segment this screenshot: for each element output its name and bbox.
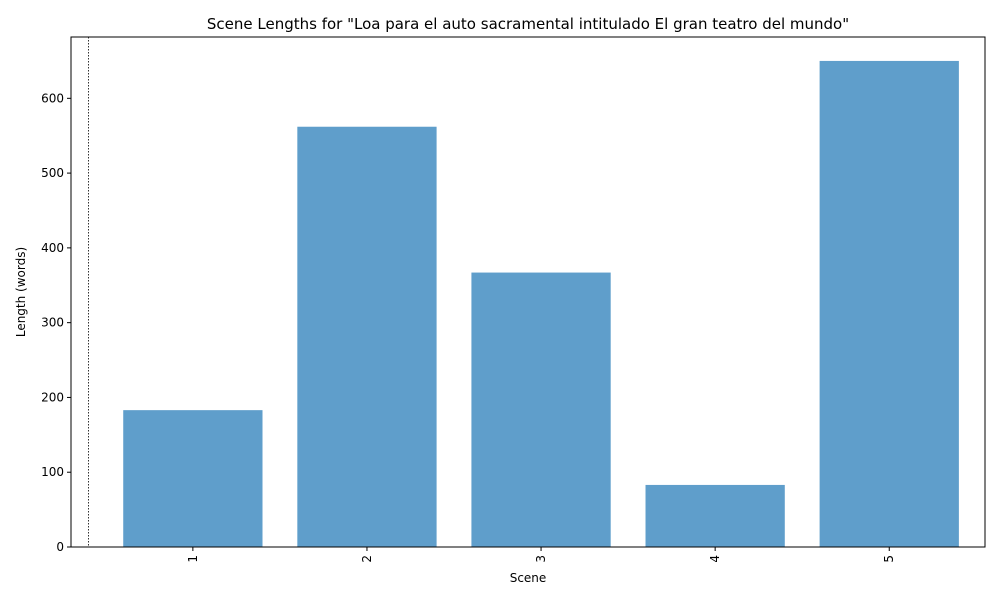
- plot-area: 0 100 200 300 400 500 600 1 2 3 4 5: [41, 37, 959, 563]
- y-tick-label: 100: [41, 465, 64, 479]
- x-tick-label: 5: [882, 555, 896, 563]
- y-tick-label: 300: [41, 316, 64, 330]
- y-tick-label: 600: [41, 91, 64, 105]
- x-tick-label: 4: [708, 555, 722, 563]
- x-tick-label: 1: [186, 555, 200, 563]
- bar-scene-1: [123, 410, 263, 547]
- chart-title: Scene Lengths for "Loa para el auto sacr…: [207, 15, 849, 33]
- plot-frame: [70, 36, 986, 548]
- y-tick-label: 200: [41, 390, 64, 404]
- bar-scene-2: [297, 126, 437, 547]
- y-tick-label: 0: [56, 540, 64, 554]
- y-axis-label: Length (words): [14, 247, 28, 337]
- bar-scene-4: [645, 484, 785, 547]
- x-axis-label: Scene: [510, 571, 547, 585]
- x-tick-label: 3: [534, 555, 548, 563]
- bar-scene-3: [471, 272, 611, 547]
- bar-scene-5: [819, 60, 959, 547]
- x-tick-label: 2: [360, 555, 374, 563]
- y-tick-label: 400: [41, 241, 64, 255]
- y-tick-label: 500: [41, 166, 64, 180]
